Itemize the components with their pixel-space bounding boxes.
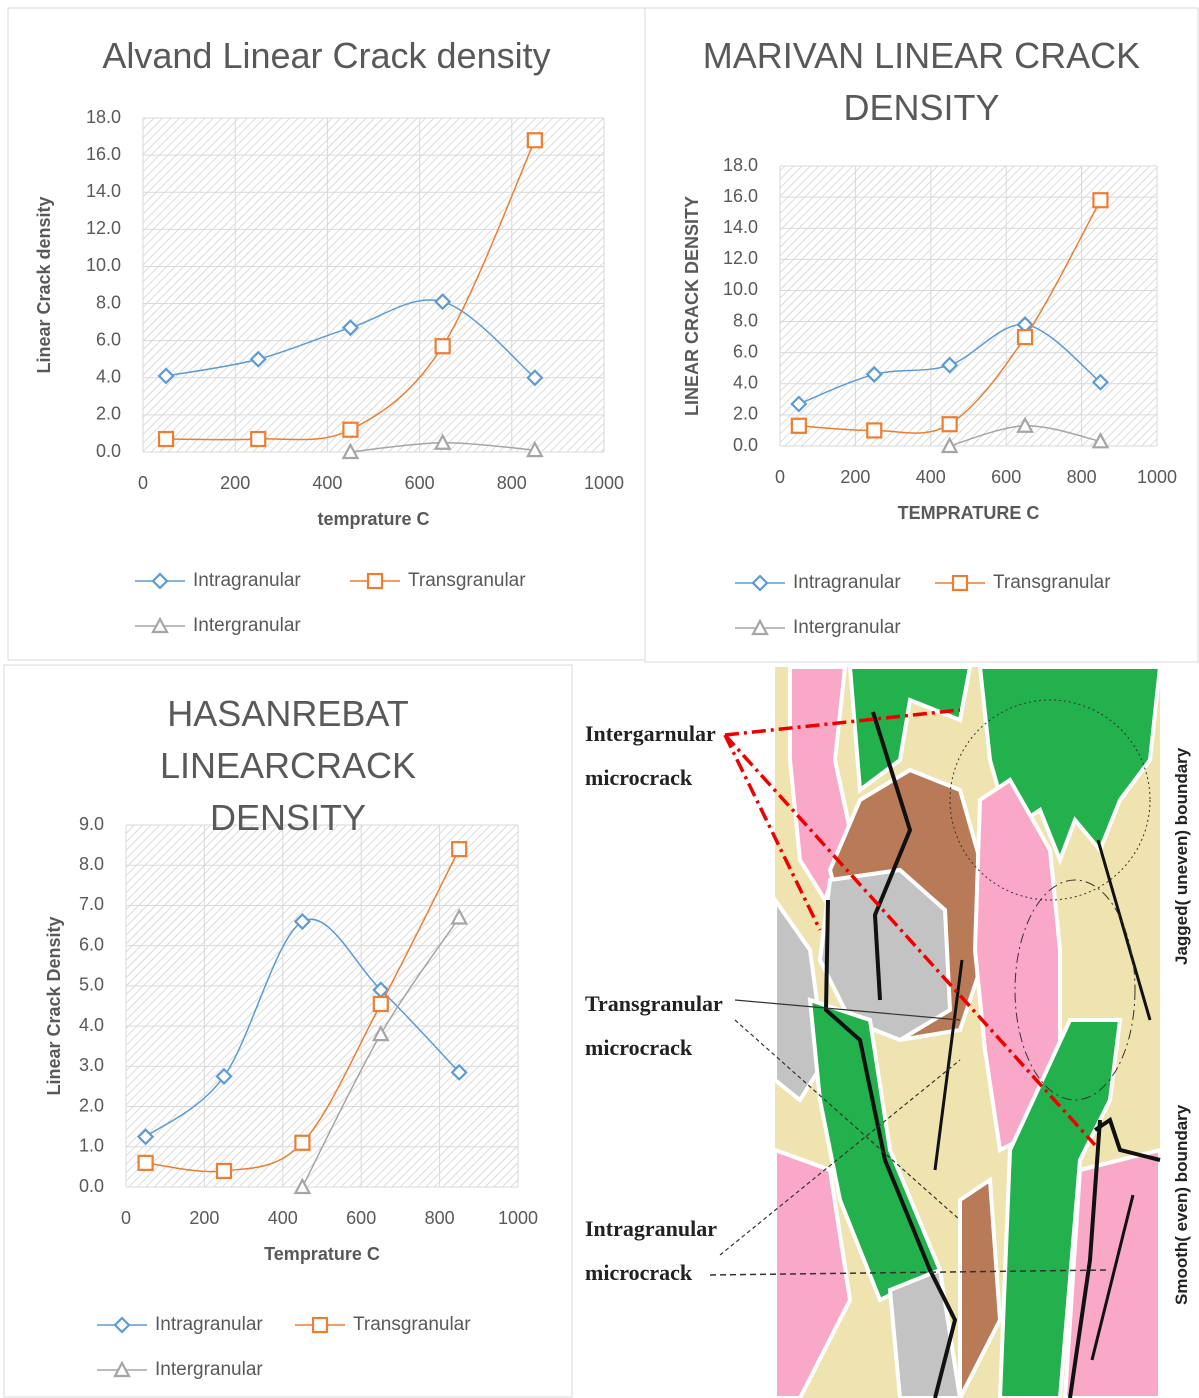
plot-area [126, 825, 518, 1187]
y-tick-label: 16.0 [86, 144, 121, 164]
y-tick-label: 14.0 [723, 217, 758, 237]
x-tick-label: 400 [312, 473, 342, 493]
marker [452, 842, 466, 856]
x-tick-label: 800 [425, 1208, 455, 1228]
marker [436, 339, 450, 353]
legend-label: Transgranular [353, 1314, 471, 1335]
y-tick-label: 6.0 [96, 329, 121, 349]
x-tick-label: 0 [138, 473, 148, 493]
legend-marker [115, 1318, 129, 1332]
x-tick-label: 1000 [498, 1208, 538, 1228]
x-tick-label: 200 [189, 1208, 219, 1228]
x-axis-label: Temprature C [264, 1244, 380, 1264]
y-tick-label: 5.0 [79, 975, 104, 995]
y-tick-label: 6.0 [733, 341, 758, 361]
marker [1018, 330, 1032, 344]
y-tick-label: 10.0 [86, 255, 121, 275]
marker [139, 1156, 153, 1170]
page: 0.0 2.0 4.0 6.0 8.0 10.0 12.0 14.0 16.0 18.0 0 200 4… [0, 0, 1199, 1398]
y-tick-label: 0.0 [733, 435, 758, 455]
y-axis-label: Linear Crack density [34, 196, 54, 373]
x-axis-label: temprature C [317, 509, 429, 529]
y-tick-label: 4.0 [733, 373, 758, 393]
chart-title: HASANREBAT LINEARCRACK DENSITY [88, 688, 488, 844]
diagram-label: Smooth( even) boundary [1172, 1105, 1192, 1305]
marker [792, 419, 806, 433]
y-tick-label: 1.0 [79, 1136, 104, 1156]
x-tick-label: 600 [346, 1208, 376, 1228]
x-axis-label: TEMPRATURE C [898, 503, 1040, 523]
legend-marker [753, 576, 767, 590]
diagram-label: Jagged( uneven) boundary [1172, 748, 1192, 965]
legend-label: Intragranular [193, 570, 301, 591]
marker [251, 432, 265, 446]
marker [295, 1136, 309, 1150]
x-tick-label: 0 [775, 467, 785, 487]
y-tick-label: 6.0 [79, 934, 104, 954]
diagram [710, 667, 1160, 1398]
y-tick-label: 10.0 [723, 279, 758, 299]
y-tick-label: 8.0 [79, 854, 104, 874]
chart-title: MARIVAN LINEAR CRACK DENSITY [702, 30, 1142, 134]
y-axis-label: Linear Crack Density [44, 916, 64, 1095]
diagram-label: Intergarnular microcrack [585, 712, 745, 800]
y-tick-label: 2.0 [733, 404, 758, 424]
y-tick-label: 14.0 [86, 181, 121, 201]
y-tick-label: 8.0 [733, 310, 758, 330]
legend-marker [313, 1318, 327, 1332]
legend-label: Intragranular [793, 572, 901, 593]
legend-label: Intergranular [155, 1359, 263, 1380]
y-tick-label: 12.0 [723, 248, 758, 268]
marker [159, 432, 173, 446]
x-tick-label: 400 [916, 467, 946, 487]
legend-marker [953, 576, 967, 590]
y-tick-label: 3.0 [79, 1055, 104, 1075]
legend-label: Intergranular [193, 615, 301, 636]
legend-label: Transgranular [408, 570, 526, 591]
y-tick-label: 4.0 [79, 1015, 104, 1035]
marker [343, 423, 357, 437]
marker [1093, 193, 1107, 207]
x-tick-label: 200 [220, 473, 250, 493]
y-tick-label: 0.0 [79, 1176, 104, 1196]
x-tick-label: 400 [268, 1208, 298, 1228]
marker [217, 1164, 231, 1178]
x-tick-label: 1000 [584, 473, 624, 493]
y-tick-label: 7.0 [79, 894, 104, 914]
legend-label: Transgranular [993, 572, 1111, 593]
y-tick-label: 4.0 [96, 367, 121, 387]
plot-area [143, 118, 604, 452]
y-tick-label: 8.0 [96, 292, 121, 312]
y-axis-label: LINEAR CRACK DENSITY [682, 196, 702, 416]
chart-title: Alvand Linear Crack density [47, 30, 607, 82]
diagram-label: Intragranular microcrack [585, 1207, 745, 1295]
marker [528, 133, 542, 147]
y-tick-label: 0.0 [96, 441, 121, 461]
legend-marker [153, 574, 167, 588]
x-tick-label: 1000 [1137, 467, 1177, 487]
x-tick-label: 600 [991, 467, 1021, 487]
x-tick-label: 800 [1067, 467, 1097, 487]
marker [943, 417, 957, 431]
y-tick-label: 12.0 [86, 218, 121, 238]
marker [374, 997, 388, 1011]
diagram-label: Transgranular microcrack [585, 982, 745, 1070]
y-tick-label: 16.0 [723, 186, 758, 206]
y-tick-label: 2.0 [96, 404, 121, 424]
x-tick-label: 800 [497, 473, 527, 493]
y-tick-label: 18.0 [86, 107, 121, 127]
legend-label: Intergranular [793, 617, 901, 638]
y-tick-label: 2.0 [79, 1095, 104, 1115]
x-tick-label: 600 [405, 473, 435, 493]
legend-marker [368, 574, 382, 588]
legend-label: Intragranular [155, 1314, 263, 1335]
y-tick-label: 18.0 [723, 155, 758, 175]
x-tick-label: 200 [840, 467, 870, 487]
x-tick-label: 0 [121, 1208, 131, 1228]
marker [867, 423, 881, 437]
